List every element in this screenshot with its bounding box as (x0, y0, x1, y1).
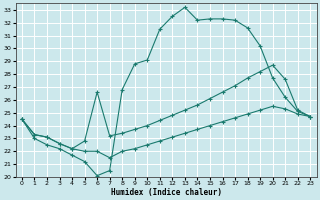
X-axis label: Humidex (Indice chaleur): Humidex (Indice chaleur) (111, 188, 221, 197)
